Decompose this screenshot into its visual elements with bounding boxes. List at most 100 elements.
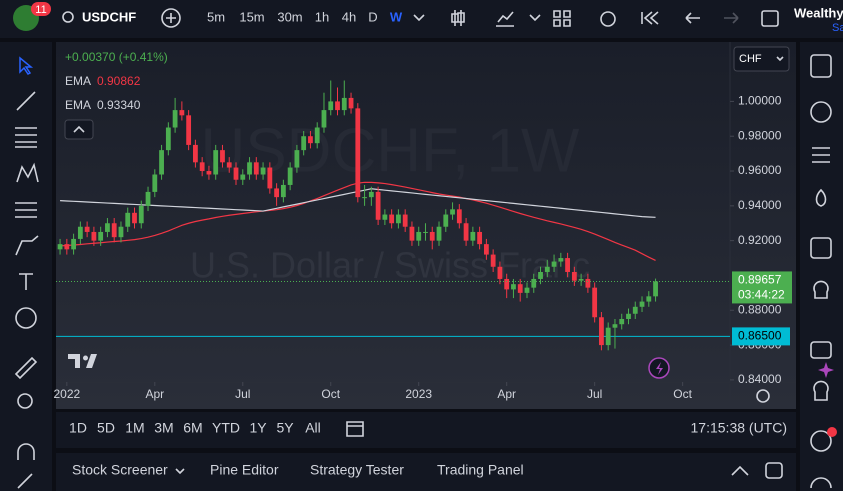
candle-body bbox=[409, 226, 415, 241]
candle-body bbox=[450, 209, 455, 215]
legend-value: 0.93340 bbox=[97, 98, 141, 112]
collapse-icon bbox=[73, 125, 85, 133]
candle-body bbox=[328, 101, 334, 111]
panel-tab[interactable]: Strategy Tester bbox=[310, 462, 404, 478]
watchlist[interactable] bbox=[810, 54, 832, 78]
undo[interactable] bbox=[685, 12, 700, 24]
range-button[interactable]: 6M bbox=[183, 420, 202, 436]
candle-body bbox=[57, 244, 63, 250]
candle-body bbox=[362, 197, 367, 199]
trend-line-tool[interactable] bbox=[16, 91, 36, 111]
x-tick-label: 2023 bbox=[405, 387, 432, 401]
alerts[interactable] bbox=[810, 101, 832, 123]
symbol[interactable]: USDCHF bbox=[82, 9, 136, 24]
panel-tab[interactable]: Stock Screener bbox=[72, 462, 168, 478]
candle-body bbox=[105, 223, 110, 232]
projection-tool[interactable] bbox=[15, 202, 37, 218]
ideas[interactable] bbox=[813, 280, 829, 299]
chat[interactable] bbox=[810, 341, 832, 359]
pattern-tool[interactable] bbox=[16, 162, 39, 183]
redo[interactable] bbox=[724, 12, 739, 24]
replay[interactable] bbox=[641, 11, 659, 25]
fullscreen[interactable] bbox=[761, 10, 779, 27]
search-icon[interactable] bbox=[62, 11, 74, 23]
range-button[interactable]: 1M bbox=[125, 420, 144, 436]
help[interactable] bbox=[810, 477, 832, 489]
range-button[interactable]: 1Y bbox=[249, 420, 267, 436]
candle-body bbox=[84, 226, 90, 232]
emoji-tool[interactable] bbox=[15, 307, 37, 329]
panel-tab[interactable]: Trading Panel bbox=[437, 462, 524, 478]
range-button[interactable]: All bbox=[305, 420, 321, 436]
candle-body bbox=[470, 231, 476, 241]
layouts[interactable] bbox=[553, 10, 571, 27]
measure-tool[interactable] bbox=[14, 356, 38, 380]
candle-body bbox=[490, 254, 496, 267]
range-button[interactable]: 5D bbox=[97, 420, 115, 436]
candle-body bbox=[517, 284, 523, 293]
candle-body bbox=[193, 144, 198, 163]
range-button[interactable]: YTD bbox=[212, 420, 240, 436]
candle-body bbox=[585, 278, 591, 288]
chart-type[interactable] bbox=[451, 10, 465, 26]
interval[interactable]: 1h bbox=[315, 9, 329, 24]
interval[interactable]: W bbox=[390, 9, 403, 24]
interval-dropdown[interactable] bbox=[413, 14, 425, 22]
candle-body bbox=[172, 110, 178, 128]
hotlists[interactable] bbox=[815, 188, 827, 207]
right-sidebar bbox=[800, 42, 843, 491]
range-button[interactable]: 3M bbox=[154, 420, 173, 436]
level-label-bg bbox=[732, 327, 790, 346]
interval[interactable]: 30m bbox=[277, 9, 302, 24]
add-symbol[interactable] bbox=[161, 8, 181, 28]
candle-body bbox=[565, 258, 570, 272]
candle-body bbox=[375, 191, 381, 220]
currency-button[interactable] bbox=[733, 46, 790, 72]
zoom-tool[interactable] bbox=[17, 393, 33, 409]
lock-tool[interactable] bbox=[17, 473, 33, 489]
x-tick-label: Jul bbox=[587, 387, 602, 401]
indicators-dropdown[interactable] bbox=[529, 14, 541, 22]
clock[interactable]: 17:15:38 (UTC) bbox=[691, 420, 787, 436]
alert[interactable] bbox=[600, 11, 616, 27]
collapse-legend[interactable] bbox=[64, 119, 94, 140]
cursor-tool[interactable] bbox=[19, 56, 34, 75]
settings[interactable] bbox=[756, 389, 770, 403]
fib-tool[interactable] bbox=[15, 127, 37, 148]
price-change: +0.00370 (+0.41%) bbox=[65, 50, 168, 64]
candle-body bbox=[253, 162, 259, 175]
stream[interactable] bbox=[810, 430, 832, 452]
interval[interactable]: 4h bbox=[342, 9, 356, 24]
calendar[interactable] bbox=[810, 237, 832, 259]
interval[interactable]: 5m bbox=[207, 9, 225, 24]
candle-body bbox=[511, 284, 516, 290]
brush-tool[interactable] bbox=[15, 235, 39, 256]
legend-value: 0.90862 bbox=[97, 74, 141, 88]
range-button[interactable]: 5Y bbox=[276, 420, 294, 436]
account-name[interactable]: Wealthy bbox=[794, 5, 843, 20]
data-window[interactable] bbox=[812, 147, 830, 163]
interval[interactable]: 15m bbox=[239, 9, 264, 24]
x-tick-label: Apr bbox=[497, 387, 516, 401]
panel-maximize[interactable] bbox=[765, 462, 783, 479]
candle-body bbox=[646, 296, 652, 302]
goto-date[interactable] bbox=[346, 421, 364, 437]
text-tool[interactable] bbox=[19, 273, 33, 290]
tips[interactable] bbox=[813, 380, 829, 401]
candle-body bbox=[341, 97, 347, 111]
y-tick-label: 0.96000 bbox=[738, 163, 782, 177]
indicators[interactable] bbox=[496, 11, 514, 27]
panel-collapse[interactable] bbox=[731, 465, 749, 476]
interval[interactable]: D bbox=[368, 9, 377, 24]
candle-body bbox=[213, 150, 219, 175]
candle-body bbox=[653, 281, 658, 297]
candle-body bbox=[436, 226, 442, 241]
candle-body bbox=[396, 214, 401, 224]
candle-body bbox=[477, 231, 483, 245]
y-tick-label: 0.84000 bbox=[738, 372, 782, 386]
panel-tab[interactable]: Pine Editor bbox=[210, 462, 279, 478]
account-sub: Sa bbox=[832, 22, 843, 34]
range-button[interactable]: 1D bbox=[69, 420, 87, 436]
magnet-tool[interactable] bbox=[17, 443, 35, 460]
